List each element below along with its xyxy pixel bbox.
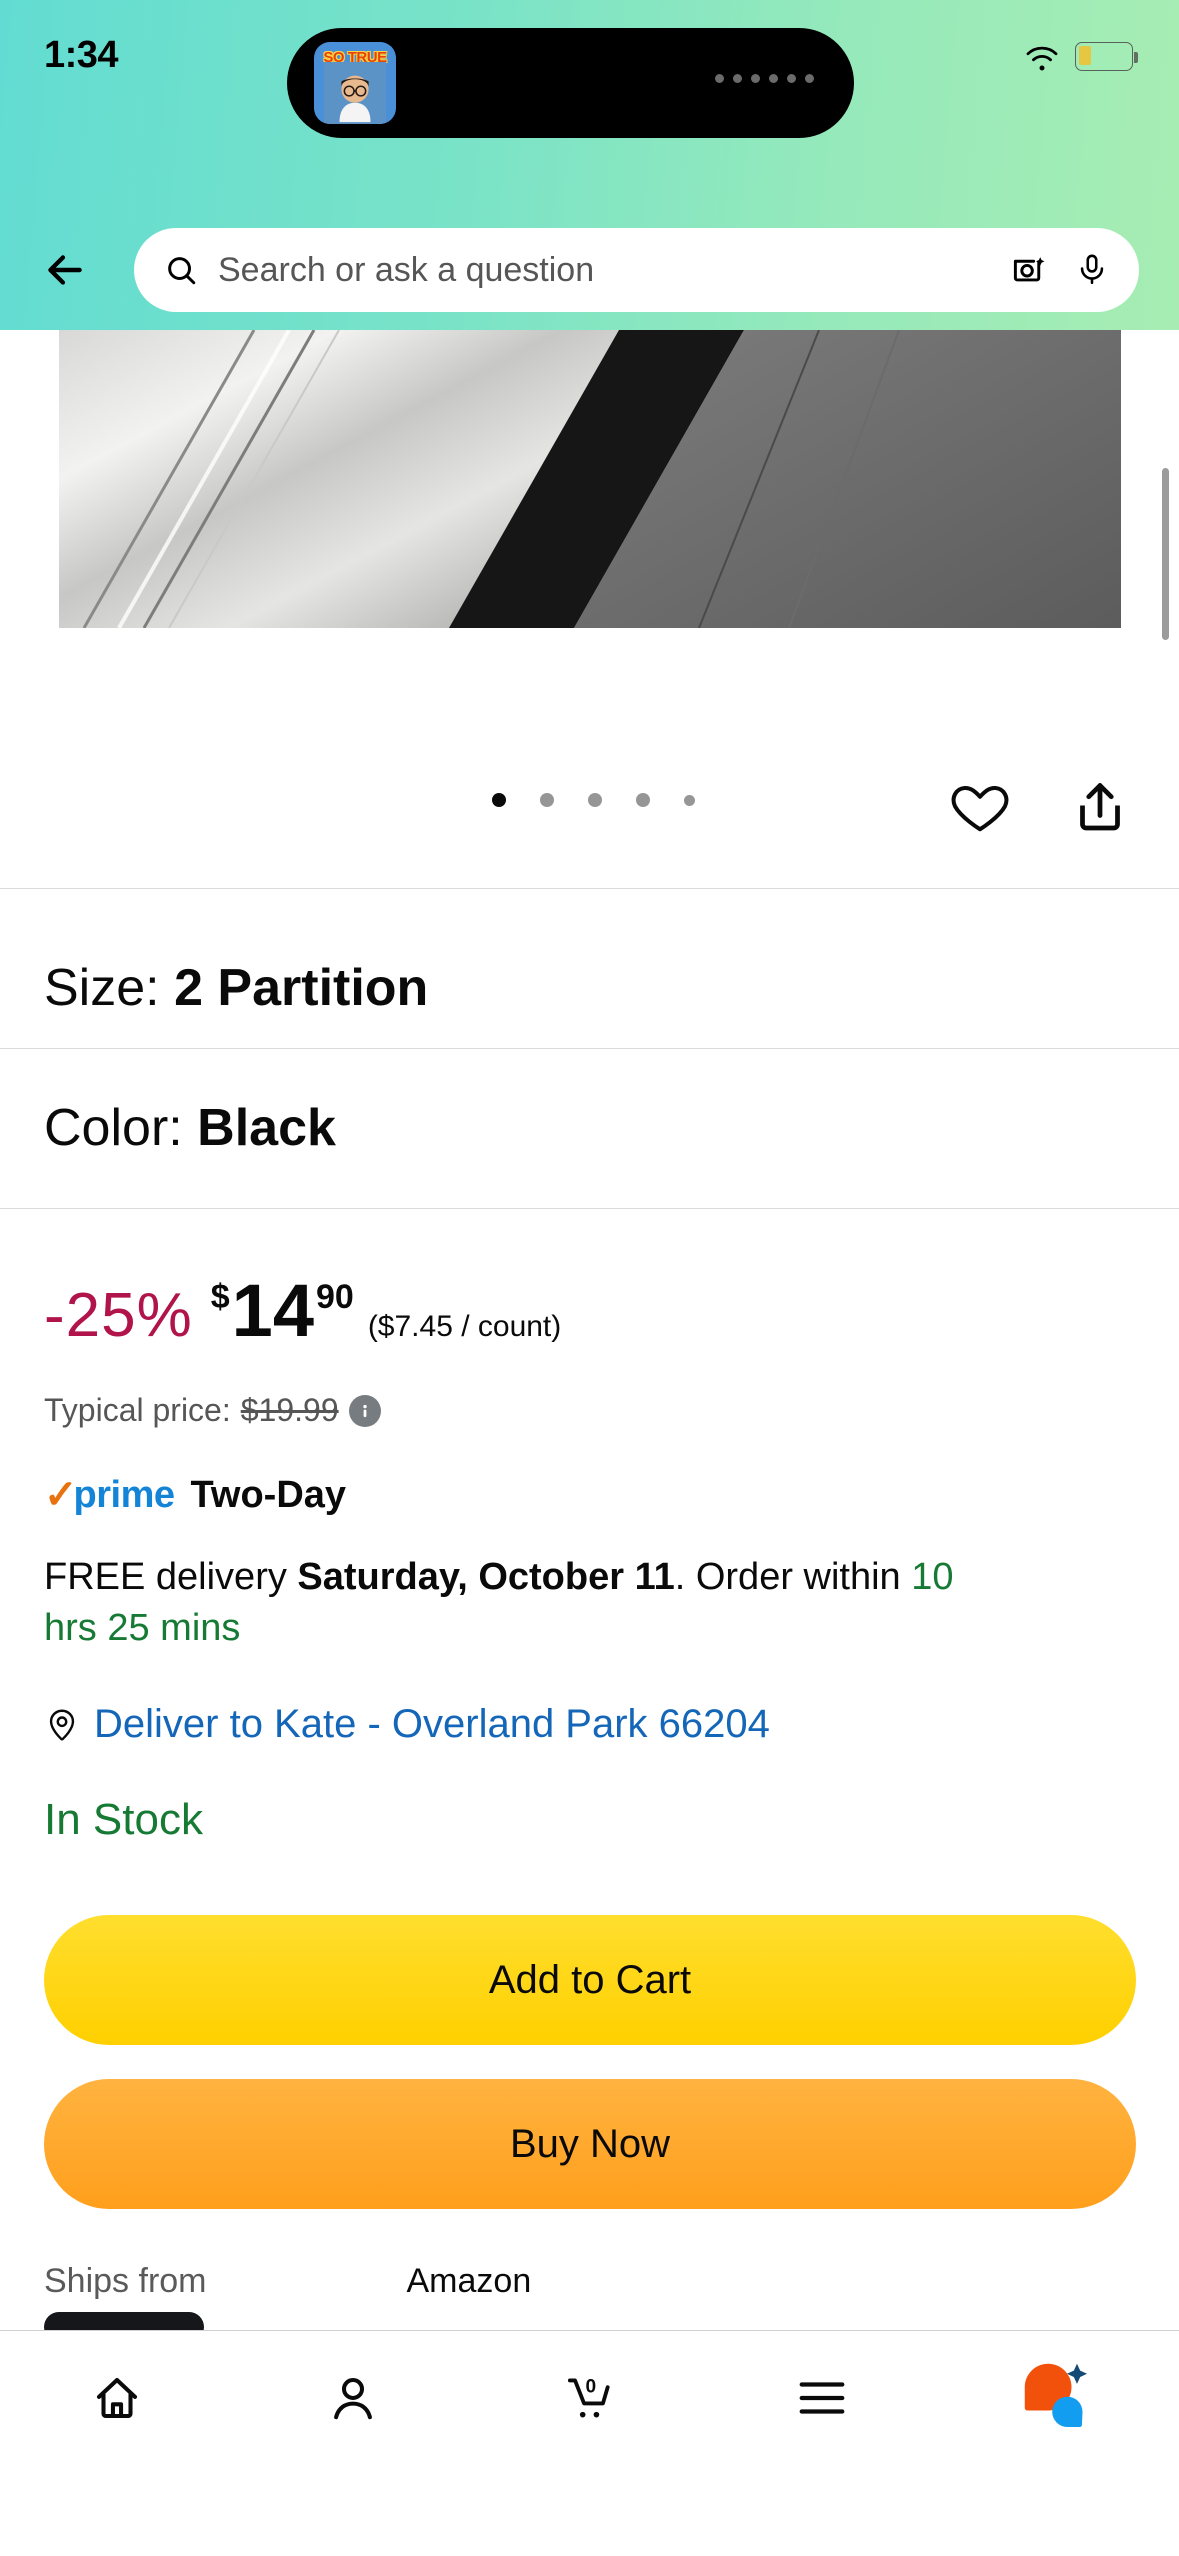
svg-text:0: 0 (585, 2376, 596, 2397)
